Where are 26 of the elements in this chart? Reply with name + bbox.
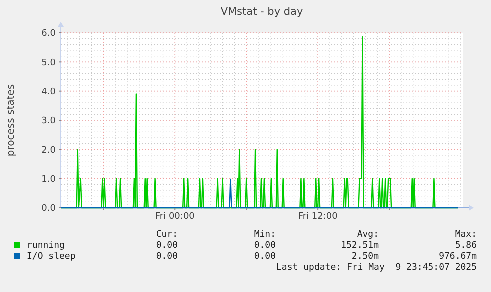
text: 152.51m	[341, 241, 379, 251]
chart-title: VMstat - by day	[220, 6, 304, 18]
text: Last update: Fri May 9 23:45:07 2025	[276, 263, 477, 273]
legend-label: running	[27, 241, 65, 251]
text: Avg:	[357, 230, 379, 240]
y-tick-label: 3.0	[42, 116, 56, 127]
text: 2.50m	[352, 252, 379, 262]
text: Min:	[254, 230, 276, 240]
text: Cur:	[156, 230, 178, 240]
text: 0.00	[156, 241, 178, 251]
text: 0.00	[254, 241, 276, 251]
y-tick-label: 1.0	[42, 174, 56, 185]
legend-label: I/O sleep	[27, 252, 76, 262]
y-tick-label: 6.0	[42, 29, 56, 40]
y-tick-label: 4.0	[42, 87, 56, 98]
y-tick-label: 0.0	[42, 204, 56, 214]
text: Max:	[455, 230, 477, 240]
x-tick-label: Fri 00:00	[155, 212, 196, 222]
y-tick-label: 5.0	[42, 58, 56, 68]
y-tick-label: 2.0	[42, 146, 56, 156]
text: 5.86	[455, 241, 477, 251]
text: 976.67m	[439, 252, 477, 262]
y-axis-title: process states	[6, 84, 17, 157]
x-tick-label: Fri 12:00	[298, 212, 338, 222]
text: 0.00	[156, 252, 178, 262]
text: 0.00	[254, 252, 276, 262]
